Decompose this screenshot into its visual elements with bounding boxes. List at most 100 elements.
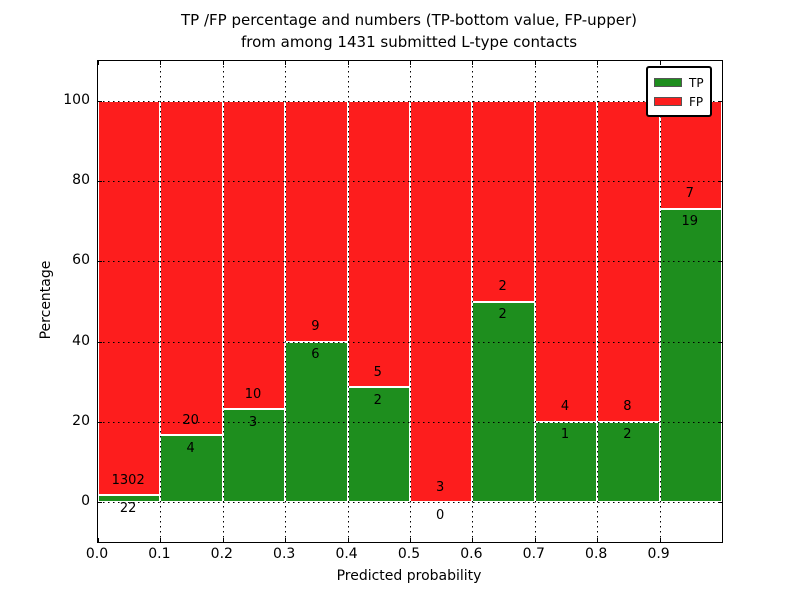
y-tick-mark	[718, 341, 722, 343]
x-tick-mark	[160, 538, 162, 542]
y-tick-mark	[98, 181, 102, 183]
y-tick-label: 80	[72, 172, 90, 189]
x-tick-label: 0.0	[85, 546, 109, 562]
tp-count-label: 2	[498, 307, 507, 322]
tp-count-label: 2	[623, 427, 632, 443]
tp-bar-segment	[98, 495, 161, 502]
x-tick-mark	[534, 538, 536, 542]
y-tick-mark	[98, 261, 102, 263]
y-tick-mark	[718, 421, 722, 423]
y-tick-mark	[718, 261, 722, 263]
y-tick-mark	[718, 502, 722, 503]
x-tick-mark	[659, 61, 661, 65]
gridline-vertical	[472, 61, 474, 542]
legend-label-tp: TP	[689, 75, 704, 90]
x-tick-label: 0.7	[522, 546, 545, 562]
y-tick-mark	[718, 101, 722, 102]
fp-count-label: 10	[244, 386, 262, 402]
x-tick-mark	[285, 61, 287, 65]
x-tick-label: 0.3	[273, 546, 296, 562]
x-tick-label: 0.6	[460, 546, 483, 562]
fp-count-label: 7	[685, 186, 694, 202]
x-tick-mark	[347, 538, 349, 542]
tp-count-label: 22	[119, 500, 137, 516]
fp-count-label: 20	[182, 412, 199, 428]
legend: TP FP	[646, 66, 712, 117]
chart-title: TP /FP percentage and numbers (TP-bottom…	[97, 9, 721, 53]
y-tick-mark	[98, 101, 102, 102]
tp-bar-segment	[347, 387, 410, 502]
chart-title-line2: from among 1431 submitted L-type contact…	[240, 33, 578, 51]
y-tick-mark	[98, 341, 102, 343]
x-tick-label: 0.2	[210, 546, 233, 562]
tp-bar-segment	[659, 208, 722, 502]
tp-count-label: 3	[248, 414, 258, 430]
plot-area	[97, 60, 723, 543]
tp-count-label: 1	[560, 427, 570, 443]
fp-count-label: 3	[436, 479, 445, 495]
chart-title-line1: TP /FP percentage and numbers (TP-bottom…	[181, 11, 637, 29]
x-tick-mark	[285, 538, 287, 542]
fp-bar-segment	[410, 101, 473, 502]
fp-count-label: 1302	[111, 472, 145, 488]
x-tick-mark	[597, 61, 599, 65]
fp-swatch-icon	[654, 97, 682, 106]
gridline-vertical	[347, 61, 349, 542]
gridline-vertical	[222, 61, 224, 542]
x-tick-mark	[347, 61, 349, 65]
fp-count-label: 8	[623, 399, 632, 415]
x-tick-mark	[410, 61, 411, 65]
x-tick-mark	[222, 61, 224, 65]
legend-label-fp: FP	[689, 94, 704, 109]
x-tick-label: 0.9	[647, 546, 670, 562]
y-axis-label: Percentage	[38, 260, 54, 340]
x-tick-mark	[98, 61, 99, 65]
x-tick-mark	[534, 61, 536, 65]
legend-item-tp: TP	[654, 73, 704, 92]
tp-bar-segment	[160, 435, 223, 502]
fp-bar-segment	[472, 101, 535, 302]
fp-bar-segment	[285, 101, 348, 342]
y-tick-mark	[98, 421, 102, 423]
tp-bar-segment	[534, 421, 598, 502]
x-tick-label: 0.5	[397, 546, 421, 562]
fp-count-label: 9	[311, 319, 320, 335]
gridline-vertical	[534, 61, 536, 542]
gridline-vertical	[160, 61, 162, 542]
fp-bar-segment	[659, 101, 722, 209]
fp-bar-segment	[98, 101, 161, 496]
fp-count-label: 5	[373, 364, 382, 380]
y-tick-label: 100	[63, 92, 90, 108]
y-tick-label: 20	[72, 412, 90, 429]
x-tick-mark	[597, 538, 599, 542]
y-tick-label: 60	[72, 252, 90, 269]
x-tick-mark	[160, 61, 162, 65]
fp-count-label: 4	[560, 399, 570, 415]
fp-bar-segment	[160, 101, 223, 436]
x-tick-mark	[472, 61, 474, 65]
x-tick-mark	[222, 538, 224, 542]
fp-bar-segment	[347, 101, 410, 388]
y-tick-label: 0	[81, 493, 90, 509]
legend-item-fp: FP	[654, 92, 704, 111]
gridline-vertical	[285, 61, 287, 542]
y-tick-mark	[718, 181, 722, 183]
gridline-vertical	[659, 61, 661, 542]
x-tick-mark	[410, 538, 411, 542]
tp-swatch-icon	[654, 78, 682, 87]
x-tick-mark	[659, 538, 661, 542]
tp-count-label: 6	[311, 347, 320, 363]
x-tick-label: 0.4	[335, 546, 358, 562]
tp-count-label: 0	[436, 507, 445, 523]
x-axis-label: Predicted probability	[336, 568, 482, 584]
x-tick-label: 0.1	[148, 546, 171, 562]
fp-bar-segment	[222, 101, 286, 410]
tp-count-label: 4	[186, 440, 195, 456]
y-tick-mark	[98, 502, 102, 503]
x-tick-mark	[472, 538, 474, 542]
y-tick-label: 40	[72, 332, 90, 349]
tp-count-label: 19	[681, 214, 699, 230]
x-tick-label: 0.8	[585, 546, 608, 562]
gridline-vertical	[410, 61, 411, 542]
